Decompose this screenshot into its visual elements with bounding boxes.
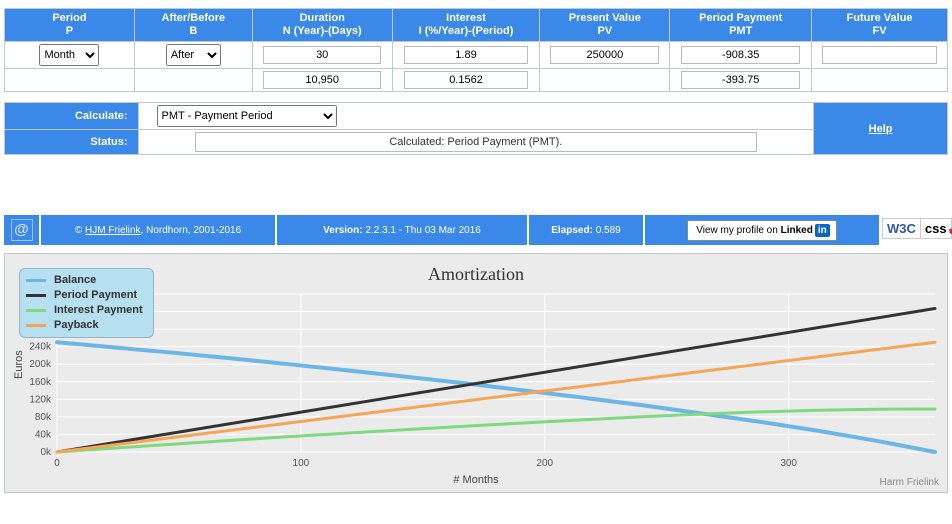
svg-text:200k: 200k [29, 360, 52, 371]
svg-text:200: 200 [536, 458, 553, 469]
calc-control-table: Calculate: PMT - Payment PeriodPV - Pres… [4, 102, 948, 155]
pmt-secondary-input[interactable] [681, 71, 801, 89]
hdr-duration: DurationN (Year)-(Days) [252, 9, 392, 42]
author-link[interactable]: HJM Frielink [85, 225, 141, 236]
calculate-select[interactable]: PMT - Payment PeriodPV - Present ValueFV… [157, 105, 337, 127]
period-select[interactable]: MonthYearDayWeekQuarter [39, 44, 99, 66]
calculate-label: Calculate: [5, 103, 139, 130]
svg-text:120k: 120k [29, 395, 52, 406]
duration-input[interactable] [263, 46, 381, 64]
table-row [5, 69, 948, 92]
amortization-chart: Amortization BalancePeriod PaymentIntere… [4, 253, 948, 493]
hdr-fv: Future ValueFV [812, 9, 948, 42]
fv-input[interactable] [822, 46, 936, 64]
status-text: Calculated: Period Payment (PMT). [195, 132, 757, 152]
interest-period-input[interactable] [404, 71, 529, 89]
interest-input[interactable] [404, 46, 529, 64]
svg-text:160k: 160k [29, 377, 52, 388]
svg-text:100: 100 [293, 458, 310, 469]
help-link[interactable]: Help [869, 123, 893, 135]
after-before-select[interactable]: AfterBefore [166, 44, 221, 66]
table-row: MonthYearDayWeekQuarter AfterBefore [5, 42, 948, 69]
pmt-input[interactable] [681, 46, 801, 64]
svg-text:40k: 40k [35, 430, 52, 441]
linkedin-button[interactable]: View my profile on Linkedin [687, 220, 836, 241]
status-label: Status: [5, 130, 139, 155]
elapsed-cell: Elapsed: 0.589 [528, 215, 644, 245]
svg-text:0: 0 [54, 458, 60, 469]
copyright-cell: © HJM Frielink, Nordhorn, 2001-2016 [40, 215, 276, 245]
at-icon[interactable]: @ [11, 219, 33, 241]
input-table: PeriodP After/BeforeB DurationN (Year)-(… [4, 8, 948, 92]
chart-ylabel: Euros [13, 351, 25, 380]
svg-text:0k: 0k [40, 447, 52, 458]
chart-xlabel: # Months [5, 474, 947, 486]
hdr-after-before: After/BeforeB [134, 9, 252, 42]
w3c-css-badge[interactable]: W3Ccss✔ [882, 220, 952, 240]
pv-input[interactable] [550, 46, 659, 64]
chart-credit: Harm Frielink [880, 477, 939, 488]
svg-text:240k: 240k [29, 342, 52, 353]
hdr-pmt: Period PaymentPMT [670, 9, 812, 42]
hdr-period: PeriodP [5, 9, 135, 42]
footer-bar: @ © HJM Frielink, Nordhorn, 2001-2016 Ve… [4, 215, 948, 245]
duration-days-input[interactable] [263, 71, 381, 89]
hdr-interest: InterestI (%/Year)-(Period) [392, 9, 540, 42]
svg-text:80k: 80k [35, 412, 52, 423]
hdr-pv: Present ValuePV [540, 9, 670, 42]
chart-legend: BalancePeriod PaymentInterest PaymentPay… [19, 268, 154, 337]
svg-text:300: 300 [780, 458, 797, 469]
version-cell: Version: 2.2.3.1 - Thu 03 Mar 2016 [276, 215, 528, 245]
